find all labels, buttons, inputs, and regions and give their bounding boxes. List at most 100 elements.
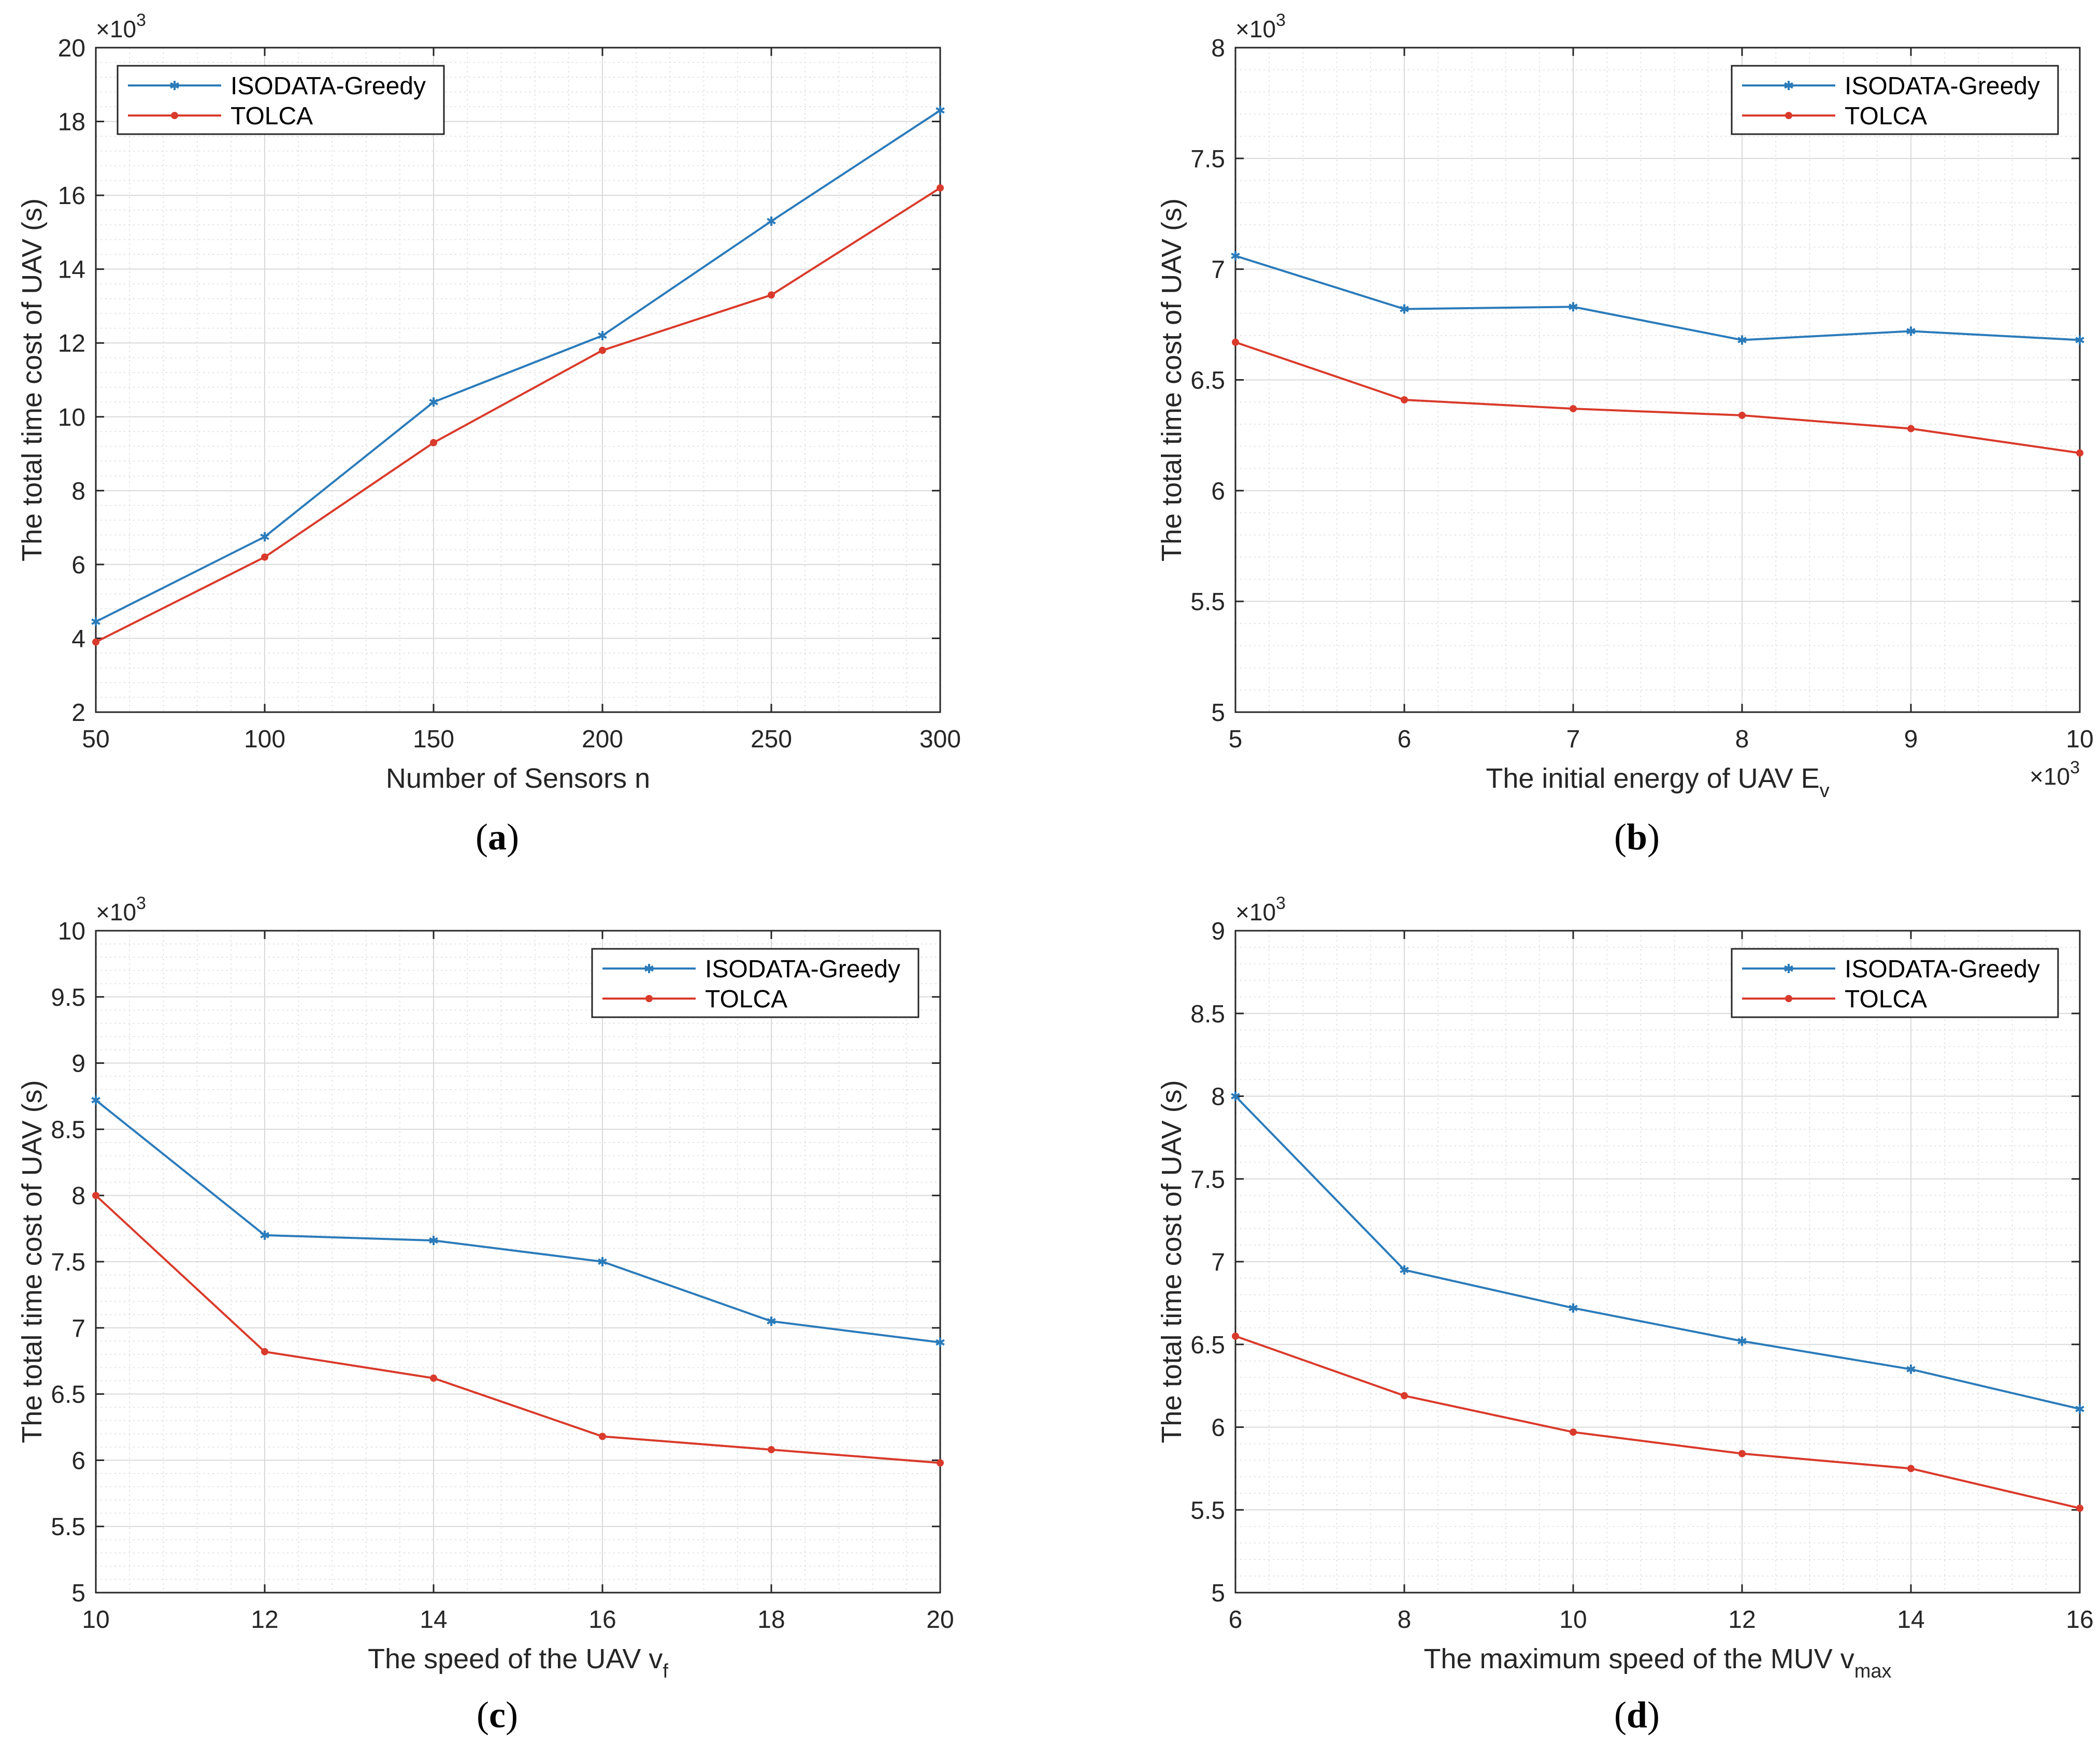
data-point bbox=[1231, 251, 1240, 261]
y-tick-label: 8.5 bbox=[1190, 1001, 1225, 1028]
series-tolca bbox=[1232, 338, 2083, 457]
legend-marker bbox=[170, 81, 179, 90]
y-tick-label: 20 bbox=[58, 35, 85, 62]
data-point bbox=[261, 553, 268, 561]
x-axis-exponent: ×103 bbox=[2030, 758, 2080, 790]
x-tick-label: 20 bbox=[926, 1606, 954, 1634]
legend-label: ISODATA-Greedy bbox=[705, 956, 900, 983]
y-axis-exponent: ×103 bbox=[1235, 893, 1286, 926]
data-point bbox=[767, 216, 776, 226]
legend-label: TOLCA bbox=[705, 986, 787, 1013]
data-point bbox=[1907, 425, 1915, 432]
y-axis-label: The total time cost of UAV (s) bbox=[17, 1080, 48, 1443]
legend-marker bbox=[1784, 964, 1793, 973]
x-tick-label: 10 bbox=[2066, 726, 2093, 753]
data-point bbox=[91, 1095, 100, 1105]
y-tick-label: 6 bbox=[71, 1447, 85, 1475]
y-tick-label: 5.5 bbox=[1190, 1497, 1225, 1524]
data-point bbox=[261, 1348, 268, 1355]
x-tick-label: 300 bbox=[919, 726, 961, 753]
x-tick-label: 6 bbox=[1229, 1606, 1243, 1634]
x-tick-label: 150 bbox=[413, 726, 454, 753]
y-tick-label: 10 bbox=[58, 404, 85, 431]
series-isodata-greedy bbox=[1231, 1091, 2084, 1414]
data-point bbox=[430, 1374, 437, 1382]
y-tick-label: 8 bbox=[71, 478, 85, 505]
y-tick-label: 5.5 bbox=[1190, 588, 1225, 616]
y-tick-label: 5 bbox=[1211, 699, 1225, 727]
series-line bbox=[95, 187, 941, 643]
y-tick-label: 8.5 bbox=[51, 1116, 85, 1144]
y-axis-label: The total time cost of UAV (s) bbox=[17, 198, 48, 561]
series-tolca bbox=[92, 1192, 944, 1467]
legend-box bbox=[117, 65, 445, 135]
data-point bbox=[92, 1192, 99, 1200]
y-tick-label: 18 bbox=[58, 109, 85, 136]
legend-marker bbox=[645, 995, 653, 1002]
data-point bbox=[1570, 1428, 1577, 1436]
x-tick-label: 14 bbox=[1897, 1606, 1924, 1634]
data-point bbox=[1570, 405, 1577, 413]
data-point bbox=[2075, 335, 2084, 345]
data-point bbox=[1738, 411, 1746, 419]
data-point bbox=[1569, 302, 1578, 312]
y-axis-label: The total time cost of UAV (s) bbox=[1156, 198, 1187, 561]
series-line bbox=[95, 109, 941, 623]
data-point bbox=[599, 1433, 606, 1440]
y-axis-exponent: ×103 bbox=[96, 893, 146, 926]
series-isodata-greedy bbox=[1231, 251, 2084, 345]
data-point bbox=[2076, 1505, 2083, 1512]
data-point bbox=[1737, 1336, 1747, 1346]
y-tick-label: 2 bbox=[71, 699, 85, 727]
y-tick-label: 9 bbox=[71, 1050, 85, 1078]
legend-label: ISODATA-Greedy bbox=[1845, 956, 2040, 983]
y-tick-label: 5 bbox=[71, 1580, 85, 1607]
x-tick-label: 12 bbox=[251, 1606, 278, 1634]
x-tick-label: 16 bbox=[2066, 1606, 2093, 1634]
legend-marker bbox=[1785, 112, 1792, 119]
x-axis-label: The maximum speed of the MUV vmax bbox=[1423, 1643, 1891, 1682]
data-point bbox=[1569, 1303, 1578, 1313]
x-axis-label: The speed of the UAV vf bbox=[368, 1643, 668, 1682]
data-point bbox=[1906, 1364, 1916, 1374]
chart-a: 50 100 150 200 250 300 2 4 6 8 10 12 14 16 18 20 ×103 Num… bbox=[17, 10, 961, 794]
data-point bbox=[598, 1257, 607, 1266]
legend: ISODATA-Greedy TOLCA bbox=[591, 948, 919, 1018]
x-tick-label: 10 bbox=[1559, 1606, 1587, 1634]
y-tick-label: 7 bbox=[1211, 256, 1225, 284]
data-point bbox=[1400, 304, 1409, 314]
caption-a: (a) bbox=[476, 816, 519, 858]
y-tick-label: 12 bbox=[58, 330, 85, 357]
legend-marker bbox=[1785, 995, 1792, 1002]
y-tick-label: 7 bbox=[1211, 1249, 1225, 1276]
y-tick-label: 4 bbox=[71, 625, 85, 653]
legend-label: TOLCA bbox=[231, 103, 313, 130]
legend: ISODATA-Greedy TOLCA bbox=[1731, 948, 2059, 1018]
data-point bbox=[91, 617, 100, 627]
x-tick-label: 100 bbox=[244, 726, 285, 753]
x-tick-label: 50 bbox=[82, 726, 109, 753]
y-tick-label: 14 bbox=[58, 256, 85, 284]
y-tick-label: 7.5 bbox=[1190, 146, 1225, 173]
series-line bbox=[1235, 255, 2080, 341]
x-tick-label: 200 bbox=[582, 726, 623, 753]
caption-b: (b) bbox=[1614, 816, 1660, 858]
legend: ISODATA-Greedy TOLCA bbox=[117, 65, 445, 135]
x-tick-label: 18 bbox=[757, 1606, 785, 1634]
data-point bbox=[768, 291, 775, 299]
data-point bbox=[936, 106, 945, 115]
data-point bbox=[767, 1317, 776, 1326]
data-point bbox=[1907, 1465, 1915, 1472]
data-point bbox=[937, 184, 944, 192]
data-point bbox=[768, 1446, 775, 1453]
y-tick-label: 6 bbox=[71, 552, 85, 579]
x-tick-label: 12 bbox=[1728, 1606, 1756, 1634]
data-point bbox=[2075, 1404, 2084, 1414]
chart-b: 5 6 7 8 9 10 5 5.5 6 6.5 7 7.5 8 ×103 ×103 The initial … bbox=[1156, 10, 2094, 802]
data-point bbox=[260, 1230, 269, 1240]
data-point bbox=[1737, 335, 1747, 345]
x-axis-label: Number of Sensors n bbox=[386, 763, 650, 794]
data-point bbox=[598, 330, 607, 340]
data-point bbox=[1232, 1332, 1239, 1340]
